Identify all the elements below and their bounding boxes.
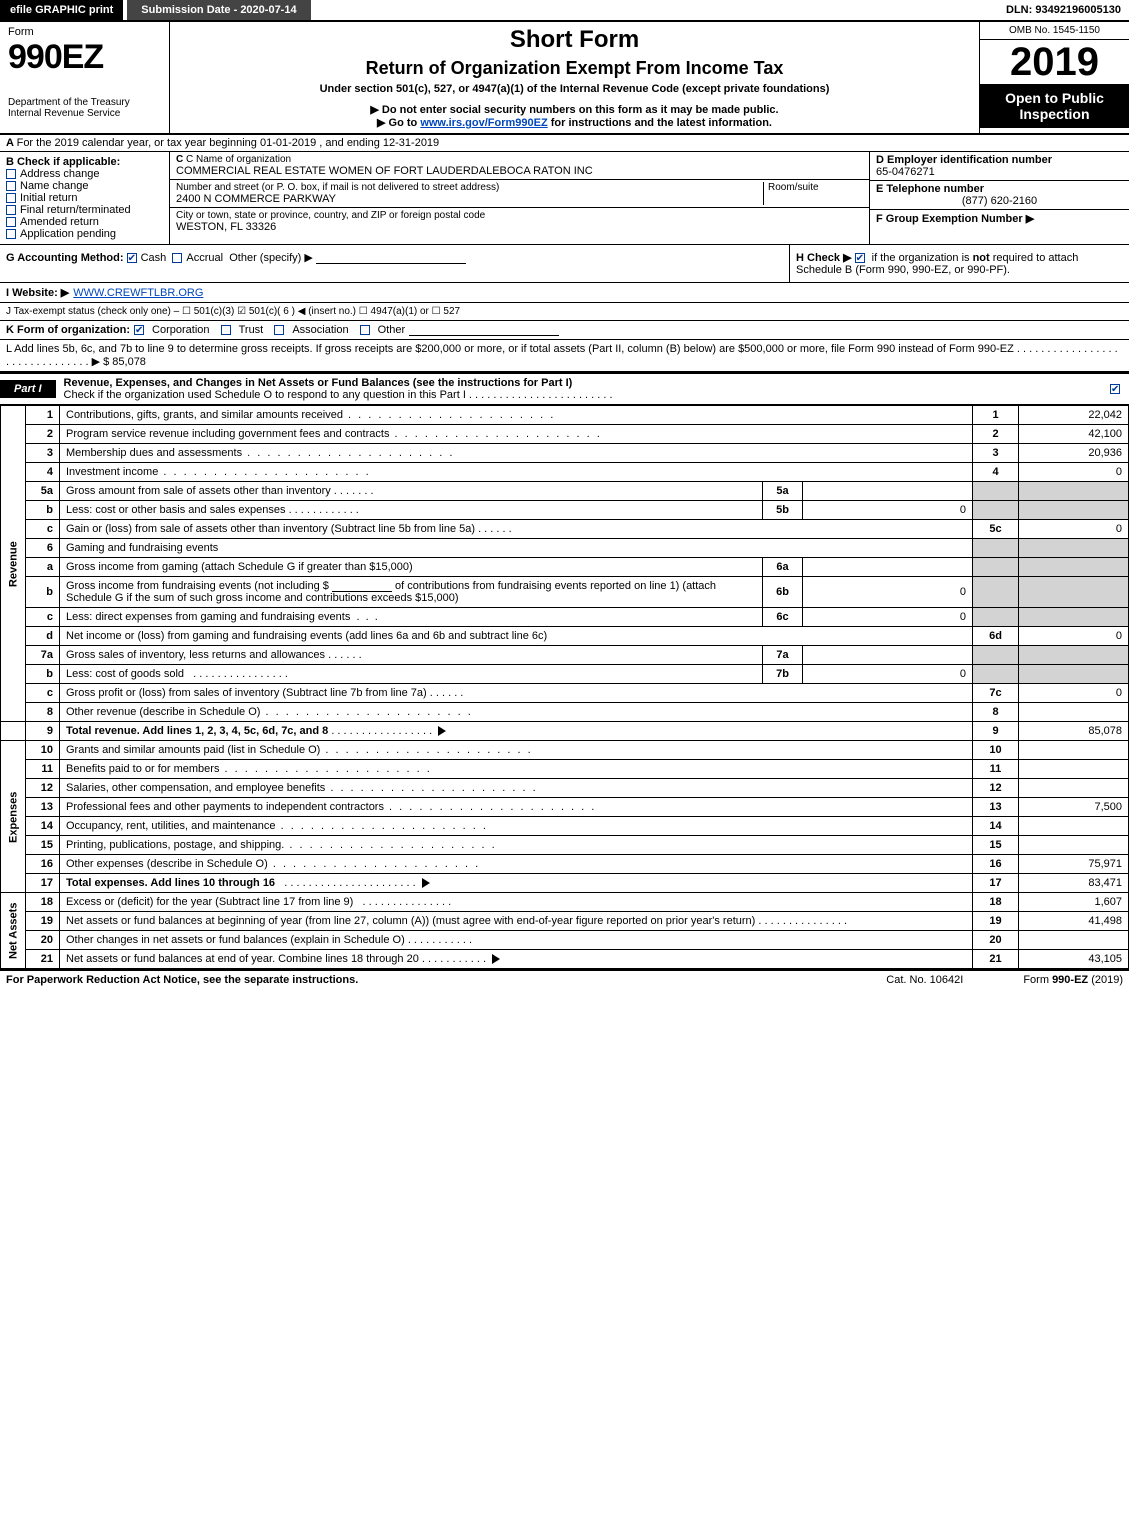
omb-number: OMB No. 1545-1150 (980, 22, 1129, 40)
box-c-label: C C Name of organization (176, 154, 863, 165)
arrow-icon (492, 954, 500, 964)
entity-block: B Check if applicable: Address change Na… (0, 152, 1129, 245)
line-16-amount: 75,971 (1019, 855, 1129, 874)
form-number: 990EZ (8, 38, 161, 77)
line-5c-amount: 0 (1019, 520, 1129, 539)
line-5b-amount: 0 (803, 501, 973, 520)
under-section: Under section 501(c), 527, or 4947(a)(1)… (178, 83, 971, 95)
chk-final-return[interactable]: Final return/terminated (6, 204, 163, 216)
part-1-check-text: Check if the organization used Schedule … (64, 389, 613, 401)
arrow-icon (438, 726, 446, 736)
expenses-side-label: Expenses (1, 741, 26, 893)
dln: DLN: 93492196005130 (998, 0, 1129, 20)
line-21-amount: 43,105 (1019, 950, 1129, 969)
chk-cash[interactable] (127, 253, 137, 263)
chk-corporation[interactable] (134, 325, 144, 335)
line-6d-amount: 0 (1019, 627, 1129, 646)
org-address: 2400 N COMMERCE PARKWAY (176, 193, 763, 205)
irs-link[interactable]: www.irs.gov/Form990EZ (420, 117, 547, 129)
org-city: WESTON, FL 33326 (176, 221, 863, 233)
goto-prefix: ▶ Go to (377, 117, 420, 129)
chk-schedule-b-not-required[interactable] (855, 253, 865, 263)
line-j-tax-exempt: J Tax-exempt status (check only one) – ☐… (0, 303, 1129, 321)
arrow-icon (422, 878, 430, 888)
dept-treasury: Department of the Treasury (8, 97, 161, 108)
catalog-number: Cat. No. 10642I (886, 974, 963, 986)
part-1-label: Part I (0, 380, 56, 398)
form-header: Form 990EZ Department of the Treasury In… (0, 22, 1129, 135)
chk-initial-return[interactable]: Initial return (6, 192, 163, 204)
org-name: COMMERCIAL REAL ESTATE WOMEN OF FORT LAU… (176, 165, 863, 177)
goto-instructions: ▶ Go to www.irs.gov/Form990EZ for instru… (178, 116, 971, 129)
line-1-amount: 22,042 (1019, 406, 1129, 425)
revenue-side-label: Revenue (1, 406, 26, 722)
form-version: Form 990-EZ (2019) (1023, 974, 1123, 986)
chk-trust[interactable] (221, 325, 231, 335)
room-suite-label: Room/suite (763, 182, 863, 205)
line-13-amount: 7,500 (1019, 798, 1129, 817)
net-assets-side-label: Net Assets (1, 893, 26, 969)
chk-name-change[interactable]: Name change (6, 180, 163, 192)
form-table: Revenue 1Contributions, gifts, grants, a… (0, 405, 1129, 969)
telephone-value: (877) 620-2160 (876, 195, 1123, 207)
box-f-label: F Group Exemption Number ▶ (876, 212, 1123, 225)
chk-application-pending[interactable]: Application pending (6, 228, 163, 240)
short-form-title: Short Form (178, 26, 971, 54)
line-19-amount: 41,498 (1019, 912, 1129, 931)
website-link[interactable]: WWW.CREWFTLBR.ORG (73, 287, 203, 299)
line-2-amount: 42,100 (1019, 425, 1129, 444)
box-b-header: B Check if applicable: (6, 156, 163, 168)
part-1-title: Revenue, Expenses, and Changes in Net As… (64, 377, 573, 389)
line-g: G Accounting Method: Cash Accrual Other … (0, 245, 789, 282)
line-3-amount: 20,936 (1019, 444, 1129, 463)
return-title: Return of Organization Exempt From Incom… (178, 58, 971, 79)
line-17-total-expenses: 83,471 (1019, 874, 1129, 893)
addr-label: Number and street (or P. O. box, if mail… (176, 182, 763, 193)
chk-association[interactable] (274, 325, 284, 335)
chk-schedule-o-used[interactable] (1110, 384, 1120, 394)
ein-value: 65-0476271 (876, 166, 1123, 178)
paperwork-notice: For Paperwork Reduction Act Notice, see … (6, 974, 886, 986)
goto-suffix: for instructions and the latest informat… (548, 117, 772, 129)
line-h: H Check ▶ if the organization is not req… (789, 245, 1129, 282)
form-word: Form (8, 26, 161, 38)
line-7b-amount: 0 (803, 665, 973, 684)
submission-date: Submission Date - 2020-07-14 (127, 0, 310, 20)
box-e-label: E Telephone number (876, 183, 1123, 195)
line-l-gross-receipts: L Add lines 5b, 6c, and 7b to line 9 to … (0, 340, 1129, 372)
line-9-total-revenue: 85,078 (1019, 722, 1129, 741)
line-k-form-of-org: K Form of organization: Corporation Trus… (0, 321, 1129, 340)
line-6c-amount: 0 (803, 608, 973, 627)
ssn-warning: ▶ Do not enter social security numbers o… (178, 103, 971, 116)
chk-other-org[interactable] (360, 325, 370, 335)
irs-label: Internal Revenue Service (8, 108, 161, 119)
topbar: efile GRAPHIC print Submission Date - 20… (0, 0, 1129, 22)
line-a-tax-year: A For the 2019 calendar year, or tax yea… (0, 135, 1129, 152)
gross-receipts-value: 85,078 (112, 356, 146, 368)
line-6b-amount: 0 (803, 577, 973, 608)
box-d-label: D Employer identification number (876, 154, 1123, 166)
box-b: B Check if applicable: Address change Na… (0, 152, 170, 244)
efile-print-button[interactable]: efile GRAPHIC print (0, 0, 123, 20)
page-footer: For Paperwork Reduction Act Notice, see … (0, 969, 1129, 989)
line-4-amount: 0 (1019, 463, 1129, 482)
line-i-website: I Website: ▶WWW.CREWFTLBR.ORG (0, 283, 1129, 303)
chk-address-change[interactable]: Address change (6, 168, 163, 180)
chk-amended-return[interactable]: Amended return (6, 216, 163, 228)
part-1-header: Part I Revenue, Expenses, and Changes in… (0, 372, 1129, 405)
open-public-inspection: Open to Public Inspection (980, 84, 1129, 128)
city-label: City or town, state or province, country… (176, 210, 863, 221)
chk-accrual[interactable] (172, 253, 182, 263)
line-18-amount: 1,607 (1019, 893, 1129, 912)
line-7c-amount: 0 (1019, 684, 1129, 703)
tax-year: 2019 (980, 40, 1129, 84)
